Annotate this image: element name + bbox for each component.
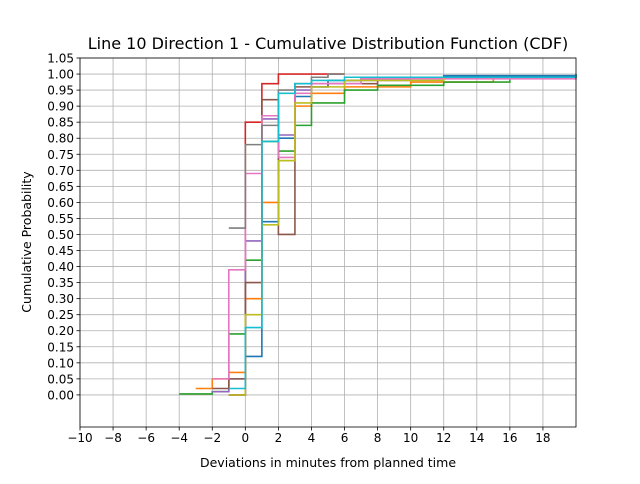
grid [79, 57, 576, 427]
y-tick-label: 0.60 [47, 196, 74, 210]
y-tick-label: 0.20 [47, 324, 74, 338]
chart-title: Line 10 Direction 1 - Cumulative Distrib… [88, 34, 569, 53]
y-tick-label: 1.05 [47, 52, 74, 66]
y-tick-label: 1.00 [47, 68, 74, 82]
x-tick-label: 16 [502, 431, 517, 445]
x-tick-label: 0 [242, 431, 250, 445]
y-tick-label: 0.95 [47, 84, 74, 98]
y-tick-label: 0.10 [47, 356, 74, 370]
cdf-series-line-8 [228, 73, 345, 229]
y-tick-label: 0.80 [47, 132, 74, 146]
y-tick-label: 0.15 [47, 340, 74, 354]
x-tick-label: 8 [374, 431, 382, 445]
y-tick-label: 0.50 [47, 228, 74, 242]
y-tick-label: 0.25 [47, 308, 74, 322]
y-tick-label: 0.05 [47, 372, 74, 386]
x-tick-label: 12 [436, 431, 451, 445]
x-axis-label: Deviations in minutes from planned time [200, 455, 456, 470]
x-tick-label: −8 [104, 431, 122, 445]
x-tick-label: 2 [275, 431, 283, 445]
x-tick-label: 18 [535, 431, 550, 445]
x-tick-label: 14 [469, 431, 484, 445]
y-tick-label: 0.35 [47, 276, 74, 290]
y-tick-label: 0.75 [47, 148, 74, 162]
x-tick-label: −6 [137, 431, 155, 445]
y-tick-label: 0.30 [47, 292, 74, 306]
y-tick-label: 0.90 [47, 100, 74, 114]
y-tick-label: 0.40 [47, 260, 74, 274]
y-tick-label: 0.65 [47, 180, 74, 194]
x-tick-label: −2 [203, 431, 221, 445]
y-tick-label: 0.00 [47, 388, 74, 402]
cdf-series-line-10 [228, 74, 577, 390]
plot-frame [79, 57, 577, 428]
x-tick-label: 6 [341, 431, 349, 445]
y-tick-label: 0.45 [47, 244, 74, 258]
y-tick-label: 0.85 [47, 116, 74, 130]
y-tick-label: 0.70 [47, 164, 74, 178]
x-tick-label: 4 [308, 431, 316, 445]
y-axis-label: Cumulative Probability [19, 171, 34, 313]
cdf-series-line-7 [212, 74, 577, 380]
series-layer [179, 73, 577, 396]
x-tick-label: −4 [170, 431, 188, 445]
x-tick-label: −10 [67, 431, 92, 445]
cdf-series-line-6 [212, 74, 577, 390]
y-tick-label: 0.55 [47, 212, 74, 226]
x-tick-label: 10 [403, 431, 418, 445]
cdf-series-line-9 [228, 74, 577, 396]
axes: −10 −8 −6 −4 −2 0 2 4 6 8 10 12 14 16 18 0.00 0.05 0.10 0.… [47, 52, 550, 446]
